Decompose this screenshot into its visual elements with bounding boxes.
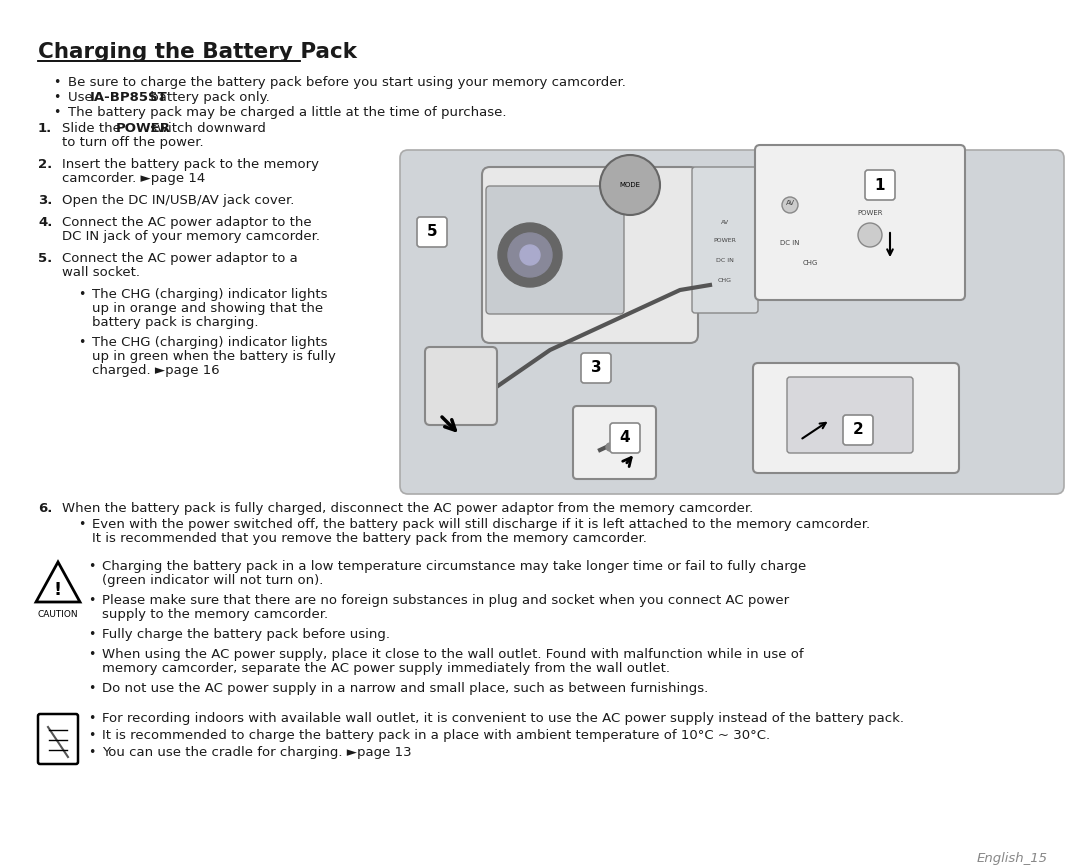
- Text: CHG: CHG: [802, 260, 818, 266]
- Text: It is recommended to charge the battery pack in a place with ambient temperature: It is recommended to charge the battery …: [102, 729, 770, 742]
- Text: AV: AV: [721, 220, 729, 225]
- Circle shape: [508, 233, 552, 277]
- Text: The battery pack may be charged a little at the time of purchase.: The battery pack may be charged a little…: [68, 106, 507, 119]
- Text: DC IN: DC IN: [780, 240, 800, 246]
- Text: •: •: [78, 336, 85, 349]
- FancyBboxPatch shape: [482, 167, 698, 343]
- Polygon shape: [36, 562, 80, 602]
- Text: Please make sure that there are no foreign substances in plug and socket when yo: Please make sure that there are no forei…: [102, 594, 789, 607]
- Text: You can use the cradle for charging. ►page 13: You can use the cradle for charging. ►pa…: [102, 746, 411, 759]
- Text: Even with the power switched off, the battery pack will still discharge if it is: Even with the power switched off, the ba…: [92, 518, 870, 531]
- Text: DC IN: DC IN: [716, 258, 734, 263]
- Text: 6.: 6.: [38, 502, 52, 515]
- Text: !: !: [54, 581, 62, 599]
- Text: 4.: 4.: [38, 216, 52, 229]
- FancyBboxPatch shape: [417, 217, 447, 247]
- Text: switch downward: switch downward: [146, 122, 266, 135]
- FancyBboxPatch shape: [755, 145, 966, 300]
- Text: Fully charge the battery pack before using.: Fully charge the battery pack before usi…: [102, 628, 390, 641]
- FancyBboxPatch shape: [486, 186, 624, 314]
- Text: •: •: [87, 628, 95, 641]
- FancyBboxPatch shape: [610, 423, 640, 453]
- Text: Do not use the AC power supply in a narrow and small place, such as between furn: Do not use the AC power supply in a narr…: [102, 682, 708, 695]
- Circle shape: [606, 443, 615, 451]
- Text: •: •: [87, 746, 95, 759]
- Circle shape: [600, 155, 660, 215]
- Text: memory camcorder, separate the AC power supply immediately from the wall outlet.: memory camcorder, separate the AC power …: [102, 662, 670, 675]
- FancyBboxPatch shape: [573, 406, 656, 479]
- Text: •: •: [87, 648, 95, 661]
- Text: CHG: CHG: [718, 278, 732, 283]
- Text: CAUTION: CAUTION: [38, 610, 79, 619]
- Text: When the battery pack is fully charged, disconnect the AC power adaptor from the: When the battery pack is fully charged, …: [62, 502, 753, 515]
- Text: For recording indoors with available wall outlet, it is convenient to use the AC: For recording indoors with available wal…: [102, 712, 904, 725]
- Text: IA-BP85ST: IA-BP85ST: [90, 91, 167, 104]
- FancyBboxPatch shape: [581, 353, 611, 383]
- Text: •: •: [53, 91, 60, 104]
- Text: 3: 3: [591, 360, 602, 376]
- FancyBboxPatch shape: [426, 347, 497, 425]
- Text: POWER: POWER: [116, 122, 171, 135]
- Text: Slide the: Slide the: [62, 122, 125, 135]
- Text: 5.: 5.: [38, 252, 52, 265]
- Text: English_15: English_15: [977, 852, 1048, 865]
- Text: •: •: [78, 518, 85, 531]
- Text: AV: AV: [785, 200, 795, 206]
- Circle shape: [858, 223, 882, 247]
- Text: POWER: POWER: [858, 210, 882, 216]
- Text: battery pack is charging.: battery pack is charging.: [92, 316, 258, 329]
- Text: Charging the Battery Pack: Charging the Battery Pack: [38, 42, 357, 62]
- FancyBboxPatch shape: [787, 377, 913, 453]
- Text: POWER: POWER: [714, 238, 737, 243]
- Text: Connect the AC power adaptor to a: Connect the AC power adaptor to a: [62, 252, 298, 265]
- FancyBboxPatch shape: [692, 167, 758, 313]
- Text: up in green when the battery is fully: up in green when the battery is fully: [92, 350, 336, 363]
- Text: (green indicator will not turn on).: (green indicator will not turn on).: [102, 574, 323, 587]
- Text: •: •: [87, 712, 95, 725]
- Text: •: •: [87, 729, 95, 742]
- FancyBboxPatch shape: [865, 170, 895, 200]
- Text: •: •: [87, 560, 95, 573]
- Text: 3.: 3.: [38, 194, 52, 207]
- Text: up in orange and showing that the: up in orange and showing that the: [92, 302, 323, 315]
- Text: 1: 1: [875, 178, 886, 192]
- Text: camcorder. ►page 14: camcorder. ►page 14: [62, 172, 205, 185]
- Text: Charging the battery pack in a low temperature circumstance may take longer time: Charging the battery pack in a low tempe…: [102, 560, 807, 573]
- Text: to turn off the power.: to turn off the power.: [62, 136, 204, 149]
- Text: MODE: MODE: [620, 182, 640, 188]
- Text: 2: 2: [852, 423, 863, 437]
- Text: Connect the AC power adaptor to the: Connect the AC power adaptor to the: [62, 216, 312, 229]
- Text: •: •: [53, 106, 60, 119]
- Circle shape: [782, 197, 798, 213]
- Text: charged. ►page 16: charged. ►page 16: [92, 364, 219, 377]
- Text: 4: 4: [620, 430, 631, 445]
- Text: 5: 5: [427, 224, 437, 240]
- Text: •: •: [78, 288, 85, 301]
- Text: Open the DC IN/USB/AV jack cover.: Open the DC IN/USB/AV jack cover.: [62, 194, 295, 207]
- Text: The CHG (charging) indicator lights: The CHG (charging) indicator lights: [92, 288, 327, 301]
- Text: 2.: 2.: [38, 158, 52, 171]
- Text: Insert the battery pack to the memory: Insert the battery pack to the memory: [62, 158, 319, 171]
- Text: DC IN jack of your memory camcorder.: DC IN jack of your memory camcorder.: [62, 230, 320, 243]
- Text: wall socket.: wall socket.: [62, 266, 140, 279]
- FancyBboxPatch shape: [753, 363, 959, 473]
- Text: Use: Use: [68, 91, 97, 104]
- Text: •: •: [87, 682, 95, 695]
- Text: Be sure to charge the battery pack before you start using your memory camcorder.: Be sure to charge the battery pack befor…: [68, 76, 626, 89]
- Text: •: •: [87, 594, 95, 607]
- Text: The CHG (charging) indicator lights: The CHG (charging) indicator lights: [92, 336, 327, 349]
- Text: battery pack only.: battery pack only.: [146, 91, 270, 104]
- Circle shape: [498, 223, 562, 287]
- Text: 1.: 1.: [38, 122, 52, 135]
- FancyBboxPatch shape: [400, 150, 1064, 494]
- FancyBboxPatch shape: [843, 415, 873, 445]
- FancyBboxPatch shape: [38, 714, 78, 764]
- Text: When using the AC power supply, place it close to the wall outlet. Found with ma: When using the AC power supply, place it…: [102, 648, 804, 661]
- Text: •: •: [53, 76, 60, 89]
- Text: supply to the memory camcorder.: supply to the memory camcorder.: [102, 608, 328, 621]
- Text: It is recommended that you remove the battery pack from the memory camcorder.: It is recommended that you remove the ba…: [92, 532, 647, 545]
- Circle shape: [519, 245, 540, 265]
